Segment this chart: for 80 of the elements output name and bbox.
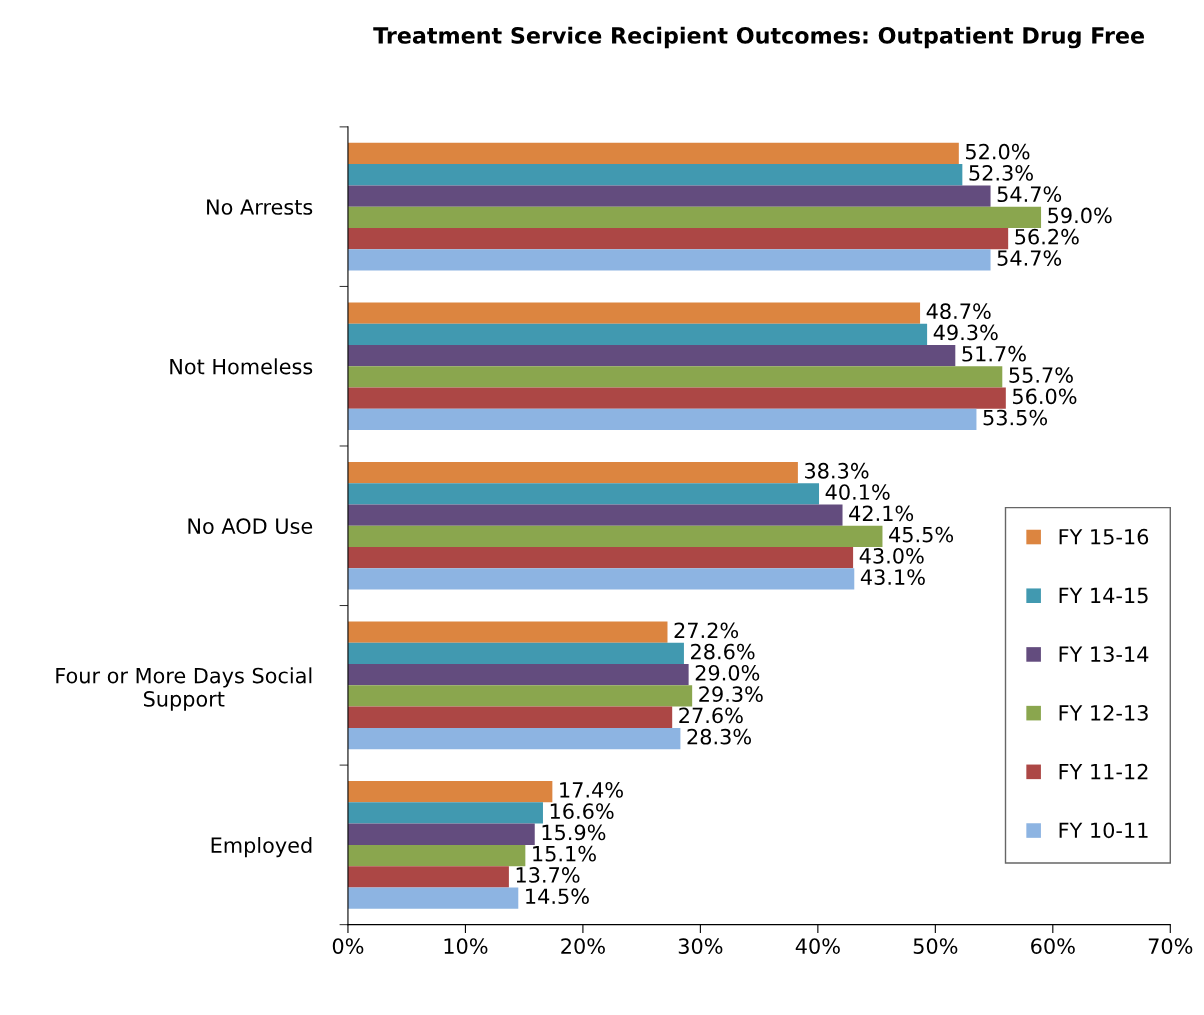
bar: [347, 727, 681, 750]
data-label: 59.0%: [1048, 207, 1112, 224]
legend-label: FY 13-14: [1059, 646, 1149, 663]
data-label: 29.0%: [695, 664, 760, 681]
data-label: 43.0%: [859, 547, 924, 564]
x-tick-label: 20%: [561, 938, 605, 954]
data-label: 51.7%: [962, 345, 1026, 362]
data-label: 45.5%: [889, 526, 954, 543]
data-label: 56.2%: [1015, 228, 1079, 245]
y-tick-label: Employed: [211, 836, 312, 858]
data-label: 56.0%: [1012, 388, 1077, 405]
data-label: 28.3%: [687, 728, 751, 745]
legend-label: FY 10-11: [1059, 822, 1148, 839]
bar: [347, 823, 535, 845]
bar: [347, 664, 689, 686]
x-tick-label: 30%: [678, 938, 723, 954]
bar: [347, 344, 956, 367]
data-label: 48.7%: [926, 303, 991, 320]
y-tick-label: Not Homeless: [170, 358, 313, 375]
bar: [347, 302, 921, 324]
bar: [347, 164, 963, 186]
bar: [347, 844, 526, 867]
bar: [347, 547, 854, 569]
legend-label: FY 11-12: [1059, 763, 1148, 780]
data-label: 54.7%: [997, 250, 1062, 266]
bar: [347, 685, 693, 707]
x-tick-label: 10%: [444, 938, 488, 954]
bar: [347, 366, 1003, 388]
data-label: 28.6%: [691, 643, 755, 660]
data-label: 14.5%: [526, 888, 589, 905]
data-label: 53.5%: [983, 409, 1048, 426]
data-label: 16.6%: [550, 803, 614, 820]
bar: [347, 706, 673, 728]
data-label: 27.6%: [679, 707, 743, 724]
legend-label: FY 15-16: [1059, 528, 1149, 545]
bar: [347, 461, 798, 484]
data-label: 55.7%: [1009, 367, 1073, 383]
bar: [347, 227, 1009, 250]
data-label: 15.9%: [542, 824, 606, 841]
bar: [347, 525, 883, 548]
bar: [347, 568, 855, 590]
bar: [347, 504, 843, 526]
y-tick-label: Four or More Days Social Support: [56, 667, 312, 711]
data-label: 52.3%: [969, 165, 1033, 181]
bar: [347, 185, 991, 207]
bar: [347, 887, 519, 909]
bar: [347, 866, 509, 888]
bar: [347, 142, 959, 165]
bar: [347, 249, 991, 271]
bar: [347, 781, 553, 803]
x-tick-label: 40%: [795, 938, 840, 954]
data-label: 42.1%: [849, 505, 914, 522]
y-tick-label: No Arrests: [207, 199, 313, 215]
bar: [347, 323, 928, 345]
bar: [347, 621, 668, 643]
data-label: 27.2%: [674, 622, 739, 639]
x-tick-label: 50%: [913, 938, 958, 954]
bar: [347, 802, 543, 824]
y-tick-label: No AOD Use: [188, 518, 313, 534]
data-label: 49.3%: [933, 324, 998, 341]
legend-label: FY 14-15: [1059, 587, 1148, 604]
data-label: 17.4%: [560, 781, 623, 798]
chart-title: Treatment Service Recipient Outcomes: Outpatient Drug Free: [373, 26, 1145, 49]
bar: [347, 408, 977, 431]
data-label: 43.1%: [860, 569, 925, 585]
x-tick-label: 60%: [1031, 938, 1075, 954]
legend-label: FY 12-13: [1059, 704, 1148, 721]
data-label: 13.7%: [516, 867, 580, 883]
x-tick-label: 0%: [332, 938, 364, 954]
bar: [347, 206, 1042, 228]
data-label: 29.3%: [699, 686, 763, 703]
bar: [347, 483, 820, 505]
data-label: 52.0%: [965, 143, 1030, 160]
x-tick-label: 70%: [1148, 938, 1193, 954]
data-label: 40.1%: [825, 484, 890, 500]
data-label: 15.1%: [533, 845, 596, 862]
bar: [347, 642, 684, 665]
bar: [347, 387, 1006, 409]
data-label: 54.7%: [997, 186, 1062, 203]
data-label: 38.3%: [805, 462, 869, 479]
